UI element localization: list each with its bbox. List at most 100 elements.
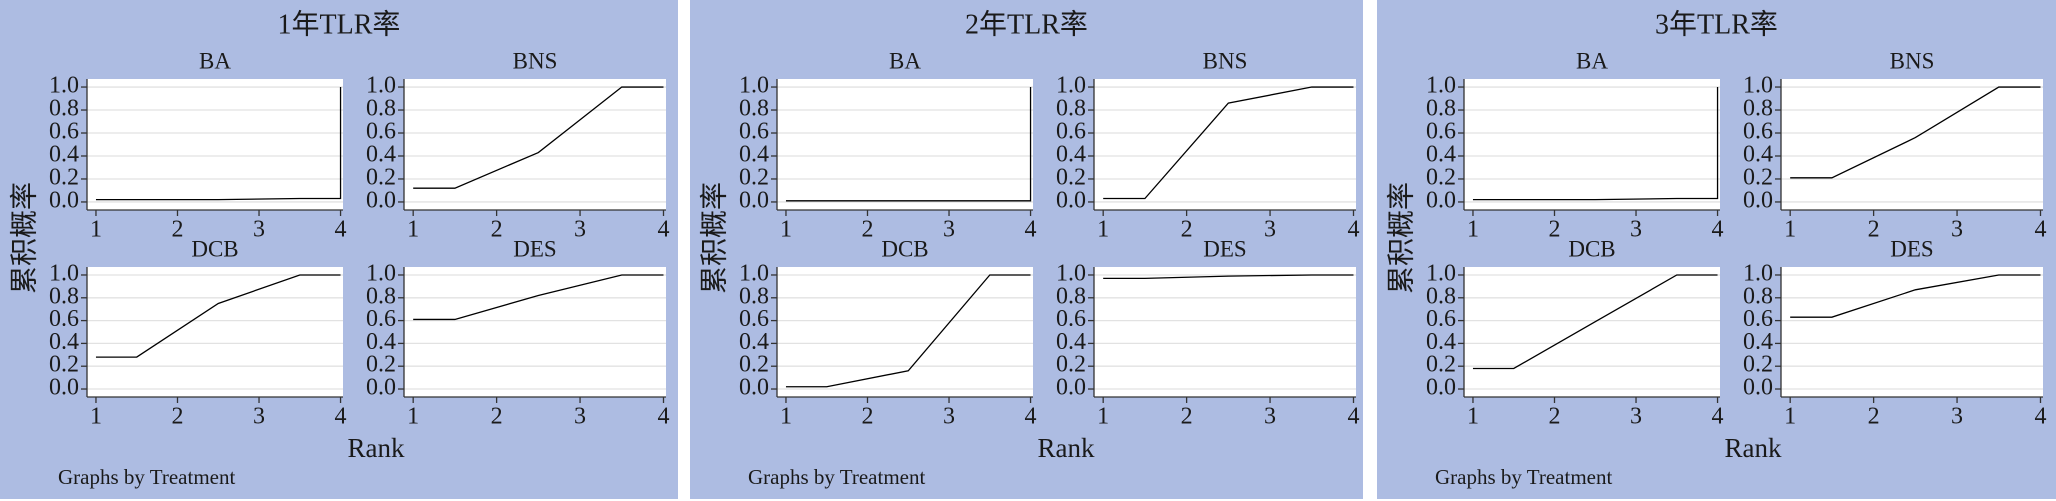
y-tick-label: 1.0 <box>49 260 79 286</box>
y-tick-label: 0.0 <box>739 375 769 401</box>
subplot-title: BNS <box>1203 48 1248 73</box>
subplot-title: BA <box>199 48 231 73</box>
y-tick-label: 0.8 <box>49 283 79 309</box>
x-axis-label: Rank <box>1038 433 1095 463</box>
y-tick-label: 0.8 <box>739 283 769 309</box>
y-tick-label: 0.6 <box>1426 306 1456 332</box>
x-tick-label: 2 <box>491 404 503 430</box>
subplot-title: DCB <box>191 236 238 261</box>
y-tick-label: 0.2 <box>1426 164 1456 190</box>
plot-area <box>1464 267 1720 397</box>
plot-area <box>777 79 1033 210</box>
x-tick-label: 1 <box>1467 217 1479 243</box>
y-tick-label: 0.6 <box>739 306 769 332</box>
y-tick-label: 0.0 <box>1426 375 1456 401</box>
subplot-title: BNS <box>513 48 558 73</box>
y-axis-label: 累积概率 <box>698 182 730 294</box>
data-line <box>95 274 341 358</box>
y-tick-label: 1.0 <box>49 73 79 99</box>
x-tick-label: 2 <box>861 404 873 430</box>
data-line <box>413 86 664 189</box>
y-tick-label: 0.8 <box>1426 283 1456 309</box>
x-tick-label: 3 <box>943 404 955 430</box>
y-tick-label: 0.6 <box>49 306 79 332</box>
y-tick-label: 0.0 <box>1426 187 1456 213</box>
x-tick-label: 3 <box>253 217 265 243</box>
x-tick-label: 2 <box>491 217 503 243</box>
y-tick-label: 0.2 <box>49 164 79 190</box>
y-tick-label: 0.2 <box>1056 352 1086 378</box>
x-tick-label: 2 <box>1868 404 1880 430</box>
y-tick-label: 0.6 <box>366 306 396 332</box>
chart-title: 3年TLR率 <box>1655 8 1778 40</box>
y-tick-label: 0.8 <box>366 283 396 309</box>
plot-area <box>1094 267 1356 397</box>
x-tick-label: 2 <box>171 217 183 243</box>
y-tick-label: 0.8 <box>366 96 396 122</box>
data-line <box>785 87 1032 202</box>
x-tick-label: 4 <box>1712 217 1724 243</box>
y-tick-label: 0.0 <box>1743 375 1773 401</box>
x-tick-label: 4 <box>2034 217 2046 243</box>
plot-area <box>404 267 666 397</box>
y-tick-label: 1.0 <box>1743 73 1773 99</box>
y-tick-label: 0.2 <box>366 352 396 378</box>
y-tick-label: 0.2 <box>739 352 769 378</box>
data-line <box>1472 87 1719 201</box>
x-axis-label: Rank <box>348 433 405 463</box>
data-line <box>1103 86 1354 200</box>
y-tick-label: 0.6 <box>739 119 769 145</box>
subplot-title: DCB <box>1568 236 1615 261</box>
x-tick-label: 3 <box>943 217 955 243</box>
y-tick-label: 0.8 <box>1056 96 1086 122</box>
plot-area <box>1094 79 1356 210</box>
plot-area <box>1781 267 2043 397</box>
plot-area <box>1464 79 1720 210</box>
y-tick-label: 0.0 <box>49 187 79 213</box>
y-tick-label: 0.4 <box>1056 329 1086 355</box>
x-tick-label: 3 <box>574 217 586 243</box>
y-tick-label: 0.8 <box>49 96 79 122</box>
y-tick-label: 1.0 <box>366 260 396 286</box>
x-tick-label: 3 <box>253 404 265 430</box>
chart-title: 2年TLR率 <box>965 8 1088 40</box>
x-tick-label: 1 <box>1097 217 1109 243</box>
x-tick-label: 3 <box>574 404 586 430</box>
y-tick-label: 0.2 <box>1743 352 1773 378</box>
y-tick-label: 0.4 <box>1056 141 1086 167</box>
y-tick-label: 0.2 <box>366 164 396 190</box>
x-tick-label: 4 <box>1712 404 1724 430</box>
x-tick-label: 1 <box>1097 404 1109 430</box>
data-line <box>1790 86 2041 179</box>
data-line <box>1790 274 2041 318</box>
x-tick-label: 1 <box>407 404 419 430</box>
x-tick-label: 2 <box>1181 217 1193 243</box>
subplot-title: BNS <box>1890 48 1935 73</box>
x-tick-label: 4 <box>657 217 669 243</box>
subplot-title: DES <box>1890 236 1933 261</box>
plot-area <box>404 79 666 210</box>
note: Graphs by Treatment <box>58 465 235 489</box>
x-tick-label: 4 <box>1025 404 1037 430</box>
x-tick-label: 1 <box>780 217 792 243</box>
y-tick-label: 1.0 <box>1743 260 1773 286</box>
y-tick-label: 0.6 <box>366 119 396 145</box>
y-tick-label: 0.0 <box>366 187 396 213</box>
y-tick-label: 1.0 <box>1056 73 1086 99</box>
y-axis-label: 累积概率 <box>1385 182 1417 294</box>
y-tick-label: 1.0 <box>1426 260 1456 286</box>
x-tick-label: 1 <box>90 217 102 243</box>
data-line <box>413 274 664 321</box>
y-tick-label: 0.2 <box>739 164 769 190</box>
x-tick-label: 3 <box>1630 217 1642 243</box>
x-tick-label: 3 <box>1630 404 1642 430</box>
chart-title: 1年TLR率 <box>278 8 401 40</box>
plot-area <box>87 267 343 397</box>
y-tick-label: 0.6 <box>1743 119 1773 145</box>
y-tick-label: 0.2 <box>1743 164 1773 190</box>
data-line <box>1103 274 1354 280</box>
subplot-title: DCB <box>881 236 928 261</box>
